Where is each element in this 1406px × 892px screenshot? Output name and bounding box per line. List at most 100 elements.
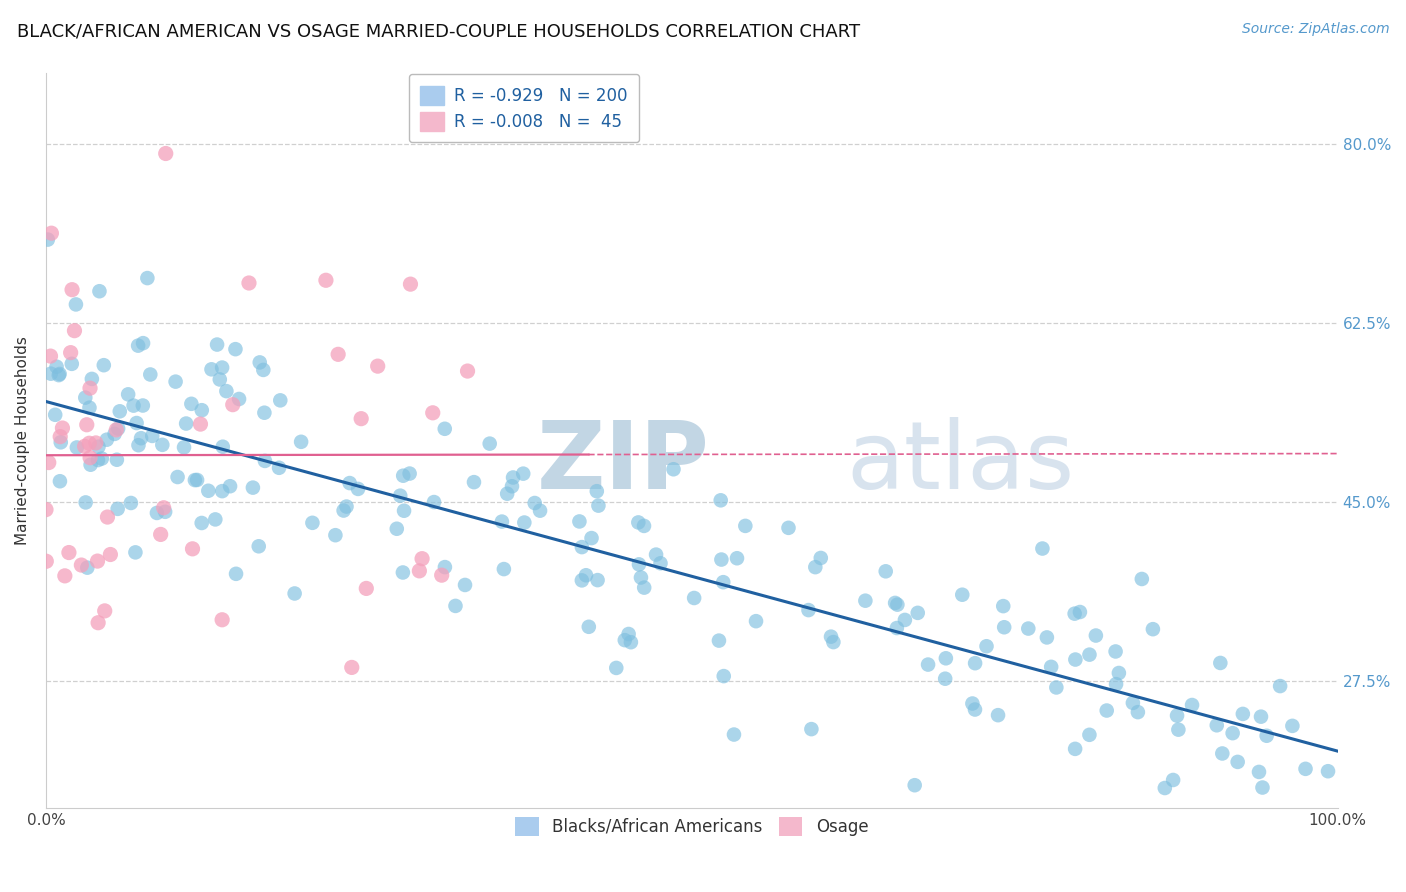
Point <box>191 403 214 417</box>
Point <box>141 429 163 443</box>
Point <box>1069 605 1091 619</box>
Point <box>585 484 607 499</box>
Point <box>1167 723 1189 737</box>
Point <box>79 401 101 415</box>
Point <box>710 552 733 566</box>
Point <box>1142 622 1164 636</box>
Point <box>1209 656 1232 670</box>
Point <box>211 613 233 627</box>
Point <box>107 421 129 435</box>
Point <box>433 560 456 574</box>
Point <box>894 613 917 627</box>
Point <box>529 504 551 518</box>
Point <box>800 722 823 736</box>
Point <box>1181 698 1204 712</box>
Point <box>153 505 176 519</box>
Point <box>1222 726 1244 740</box>
Point <box>129 431 152 445</box>
Point <box>48 368 70 383</box>
Point <box>1226 755 1249 769</box>
Point <box>1232 706 1254 721</box>
Point <box>79 450 101 465</box>
Point <box>422 406 444 420</box>
Point <box>105 452 128 467</box>
Point <box>1040 660 1063 674</box>
Point <box>93 358 115 372</box>
Point <box>454 578 477 592</box>
Point <box>613 633 636 648</box>
Point <box>1104 644 1126 658</box>
Point <box>411 551 433 566</box>
Point <box>965 656 987 670</box>
Point <box>993 599 1015 614</box>
Point <box>89 284 111 298</box>
Point <box>139 368 162 382</box>
Point <box>73 439 96 453</box>
Point <box>253 454 276 468</box>
Point <box>87 440 110 454</box>
Point <box>935 651 957 665</box>
Text: atlas: atlas <box>846 417 1076 508</box>
Point <box>430 568 453 582</box>
Point <box>335 500 357 514</box>
Point <box>993 620 1015 634</box>
Y-axis label: Married-couple Households: Married-couple Households <box>15 336 30 545</box>
Point <box>571 574 593 588</box>
Point <box>502 470 524 484</box>
Point <box>463 475 485 490</box>
Point <box>1295 762 1317 776</box>
Point <box>711 575 734 590</box>
Point <box>875 564 897 578</box>
Point <box>886 621 908 635</box>
Point <box>60 283 83 297</box>
Point <box>820 630 842 644</box>
Point <box>797 603 820 617</box>
Point <box>58 545 80 559</box>
Point <box>222 398 245 412</box>
Point <box>423 495 446 509</box>
Point <box>886 598 908 612</box>
Point <box>347 482 370 496</box>
Point <box>87 453 110 467</box>
Point <box>84 436 107 450</box>
Point <box>284 586 307 600</box>
Point <box>208 372 231 386</box>
Point <box>496 486 519 500</box>
Point <box>80 372 103 386</box>
Point <box>107 501 129 516</box>
Point <box>1166 708 1188 723</box>
Point <box>120 496 142 510</box>
Text: BLACK/AFRICAN AMERICAN VS OSAGE MARRIED-COUPLE HOUSEHOLDS CORRELATION CHART: BLACK/AFRICAN AMERICAN VS OSAGE MARRIED-… <box>17 22 860 40</box>
Point <box>225 566 247 581</box>
Point <box>49 475 72 489</box>
Point <box>963 702 986 716</box>
Point <box>1045 681 1067 695</box>
Point <box>132 336 155 351</box>
Point <box>478 436 501 450</box>
Point <box>35 554 58 568</box>
Point <box>197 483 219 498</box>
Point <box>100 548 122 562</box>
Point <box>59 345 82 359</box>
Point <box>683 591 706 605</box>
Point <box>150 438 173 452</box>
Point <box>65 297 87 311</box>
Point <box>1063 607 1085 621</box>
Point <box>152 500 174 515</box>
Point <box>105 423 128 437</box>
Point <box>662 462 685 476</box>
Point <box>117 387 139 401</box>
Point <box>627 516 650 530</box>
Point <box>1064 742 1087 756</box>
Point <box>315 273 337 287</box>
Point <box>1251 780 1274 795</box>
Point <box>219 479 242 493</box>
Point <box>398 467 420 481</box>
Point <box>181 541 204 556</box>
Point <box>215 384 238 398</box>
Point <box>1247 764 1270 779</box>
Point <box>122 399 145 413</box>
Point <box>224 342 246 356</box>
Point <box>96 433 118 447</box>
Point <box>884 596 907 610</box>
